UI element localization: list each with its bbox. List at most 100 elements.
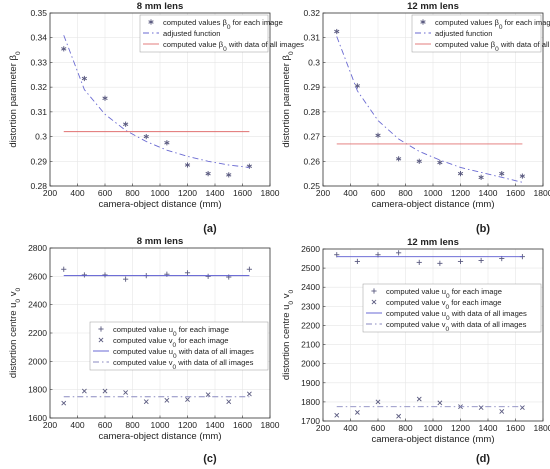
- data-point: [457, 258, 464, 265]
- chart-panel: 12 mm lens 200 400 600 800 1000 1200 1400 1600 18…: [281, 237, 550, 465]
- y-tick-label: 1900: [301, 378, 320, 388]
- data-point: [354, 83, 361, 89]
- x-tick-label: 800: [398, 188, 412, 198]
- x-tick-label: 1600: [233, 420, 252, 430]
- chart-panel: 8 mm lens 200 400 600 800 1000 1200 1400 1600 180…: [8, 236, 280, 465]
- data-point: [478, 405, 484, 411]
- data-point-stroke: [375, 399, 381, 405]
- x-tick-label: 1400: [479, 188, 498, 198]
- x-tick-label: 400: [343, 423, 357, 433]
- data-point: [143, 399, 149, 405]
- data-point-stroke: [395, 157, 402, 161]
- x-tick-label: 1000: [151, 188, 170, 198]
- data-point: [395, 156, 402, 162]
- y-tick-label: 0.25: [303, 181, 320, 191]
- data-point-stroke: [123, 390, 129, 395]
- legend-entry: computed value β0 with data of all image…: [163, 40, 304, 53]
- y-tick-label: 0.31: [30, 107, 47, 117]
- axes-box: [322, 248, 544, 422]
- data-point: [499, 409, 505, 414]
- data-point: [81, 388, 87, 394]
- data-point: [478, 257, 484, 264]
- data-point: [184, 270, 191, 276]
- x-tick-label: 800: [125, 188, 139, 198]
- data-point: [122, 121, 129, 127]
- data-point-stroke: [205, 392, 211, 398]
- chart-title: 12 mm lens: [407, 1, 459, 12]
- data-point-stroke: [334, 412, 340, 418]
- data-point: [334, 28, 340, 35]
- data-point: [102, 95, 108, 101]
- data-point: [123, 390, 129, 395]
- x-tick-label: 1600: [233, 188, 252, 198]
- data-point: [102, 272, 108, 278]
- y-tick-label: 0.33: [30, 57, 47, 67]
- data-point: [246, 163, 253, 169]
- x-tick-label: 600: [98, 188, 112, 198]
- legend-entry: computed value u0 with data of all image…: [386, 309, 527, 322]
- y-axis-label: distortion parameter β0: [8, 51, 22, 148]
- data-point-stroke: [81, 76, 88, 81]
- y-tick-label: 0.29: [303, 82, 320, 92]
- x-tick-label: 400: [70, 188, 84, 198]
- legend-swatch-stroke: [420, 20, 426, 24]
- data-point: [499, 171, 505, 177]
- y-tick-label: 0.35: [30, 8, 47, 18]
- y-tick-label: 1600: [28, 413, 47, 423]
- legend-swatch-stroke: [148, 20, 154, 24]
- data-point: [226, 172, 232, 178]
- data-point-stroke: [334, 29, 340, 34]
- x-tick-label: 200: [316, 423, 330, 433]
- x-tick-label: 1800: [534, 423, 550, 433]
- x-tick-label: 1000: [424, 423, 443, 433]
- y-tick-label: 0.28: [303, 107, 320, 117]
- data-point: [354, 409, 360, 415]
- data-point: [61, 46, 67, 52]
- y-tick-label: 0.31: [303, 33, 320, 43]
- y-tick-label: 2500: [301, 263, 320, 273]
- legend-box: [362, 283, 542, 333]
- chart-title: 8 mm lens: [137, 1, 183, 12]
- data-point-stroke: [184, 163, 191, 167]
- x-tick-label: 200: [316, 188, 330, 198]
- data-point-stroke: [81, 388, 87, 394]
- data-point: [81, 272, 87, 278]
- data-point-stroke: [61, 47, 67, 51]
- data-point: [375, 132, 381, 138]
- x-tick-label: 600: [371, 423, 385, 433]
- legend-entry: computed value v0 for each image: [386, 298, 502, 311]
- data-point: [437, 260, 443, 266]
- data-point-stroke: [164, 397, 170, 403]
- data-point: [396, 250, 402, 256]
- data-point-stroke: [499, 171, 505, 176]
- data-point: [164, 397, 170, 403]
- x-tick-label: 1800: [261, 420, 280, 430]
- data-point: [205, 392, 211, 398]
- x-tick-label: 400: [343, 188, 357, 198]
- y-tick-label: 1800: [301, 397, 320, 407]
- legend-box: [411, 14, 542, 53]
- chart-panel: 8 mm lens 200 400 600 800 1000 1200 1400 1600 180…: [8, 1, 304, 235]
- data-point: [416, 259, 422, 265]
- data-point: [519, 173, 526, 179]
- legend-swatch: [98, 326, 104, 332]
- data-point-stroke: [478, 175, 484, 180]
- data-point: [246, 391, 252, 397]
- data-point-stroke: [519, 174, 526, 178]
- axes-box: [49, 12, 271, 187]
- x-tick-label: 1800: [261, 188, 280, 198]
- y-tick-label: 1800: [28, 385, 47, 395]
- legend-swatch: [371, 299, 377, 305]
- data-point-stroke: [61, 400, 67, 406]
- x-tick-label: 1600: [506, 188, 525, 198]
- data-point-stroke: [416, 159, 422, 164]
- x-tick-label: 600: [98, 420, 112, 430]
- y-tick-label: 2400: [301, 282, 320, 292]
- y-axis-label: distortion centre u0 v0: [281, 290, 295, 381]
- data-point-stroke: [354, 409, 360, 415]
- panel-caption: (c): [203, 453, 217, 465]
- y-tick-label: 2200: [301, 320, 320, 330]
- data-point: [437, 159, 443, 166]
- legend-entry: computed value u0 with data of all image…: [113, 347, 254, 360]
